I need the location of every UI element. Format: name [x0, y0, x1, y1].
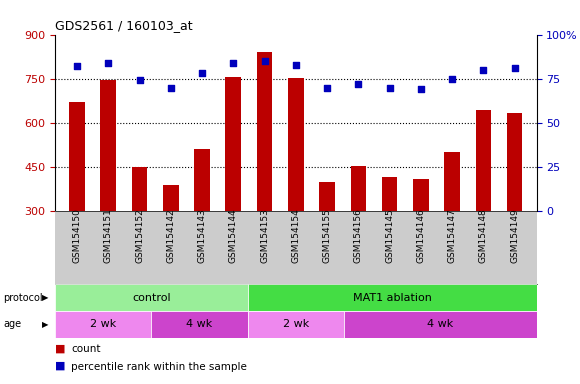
Point [135, 78, 144, 84]
Bar [194, 149, 210, 300]
Text: ■: ■ [55, 344, 66, 354]
Bar [507, 113, 523, 300]
Bar [132, 167, 147, 300]
Point [229, 60, 238, 66]
Bar [100, 80, 116, 300]
Point [385, 84, 394, 91]
Point [447, 76, 456, 82]
Point [104, 60, 113, 66]
Point [72, 63, 82, 70]
Text: MAT1 ablation: MAT1 ablation [353, 293, 432, 303]
Bar [69, 102, 85, 300]
Point [354, 81, 363, 87]
Bar [55, 311, 151, 338]
Text: count: count [71, 344, 101, 354]
Point [260, 58, 269, 64]
Bar [382, 177, 397, 300]
Text: age: age [3, 319, 21, 329]
Bar [350, 166, 366, 300]
Bar [413, 179, 429, 300]
Bar [248, 284, 536, 311]
Bar [55, 284, 248, 311]
Bar [257, 52, 273, 300]
Bar [344, 311, 536, 338]
Text: ▶: ▶ [42, 293, 48, 302]
Text: ▶: ▶ [42, 320, 48, 329]
Text: GDS2561 / 160103_at: GDS2561 / 160103_at [55, 19, 193, 32]
Point [197, 70, 206, 76]
Point [478, 67, 488, 73]
Point [166, 84, 175, 91]
Point [322, 84, 332, 91]
Point [416, 86, 426, 93]
Bar [476, 110, 491, 300]
Point [510, 65, 519, 71]
Bar [151, 311, 248, 338]
Text: control: control [132, 293, 171, 303]
Bar [248, 311, 344, 338]
Text: protocol: protocol [3, 293, 42, 303]
Text: 2 wk: 2 wk [90, 319, 117, 329]
Text: ■: ■ [55, 361, 66, 371]
Bar [163, 185, 179, 300]
Bar [288, 78, 303, 300]
Text: 2 wk: 2 wk [282, 319, 309, 329]
Text: percentile rank within the sample: percentile rank within the sample [71, 362, 247, 372]
Bar [444, 152, 460, 300]
Bar [226, 77, 241, 300]
Text: 4 wk: 4 wk [186, 319, 213, 329]
Text: 4 wk: 4 wk [427, 319, 454, 329]
Bar [319, 182, 335, 300]
Point [291, 61, 300, 68]
